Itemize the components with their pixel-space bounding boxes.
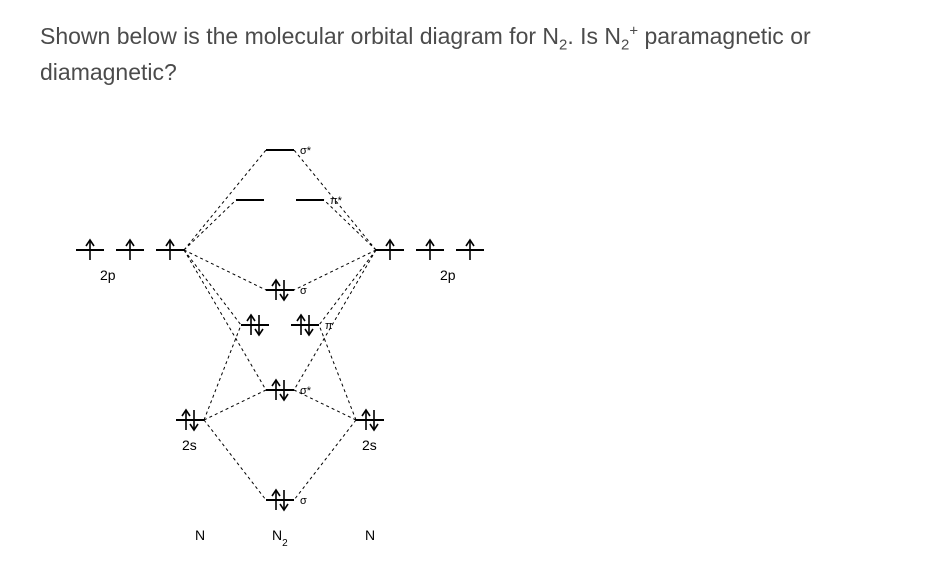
q-prefix: Shown below is the molecular orbital dia… [40,23,559,49]
q-sup: + [629,22,638,39]
q-mid: . Is N [567,23,621,49]
svg-text:N: N [365,527,375,543]
svg-text:2p: 2p [100,267,116,283]
mo-diagram: 2p2sN2p2sNσσ*πσπ*σ*N2 [40,110,520,570]
svg-text:σ: σ [300,285,307,297]
svg-text:N: N [195,527,205,543]
svg-text:N2: N2 [272,527,288,549]
svg-text:σ: σ [300,495,307,507]
svg-text:σ*: σ* [300,145,312,157]
svg-text:2s: 2s [362,437,377,453]
svg-text:2p: 2p [440,267,456,283]
question-text: Shown below is the molecular orbital dia… [40,20,910,90]
svg-text:2s: 2s [182,437,197,453]
svg-text:π*: π* [330,195,343,207]
q-sub2: 2 [621,37,629,54]
mo-svg: 2p2sN2p2sNσσ*πσπ*σ*N2 [40,110,520,570]
